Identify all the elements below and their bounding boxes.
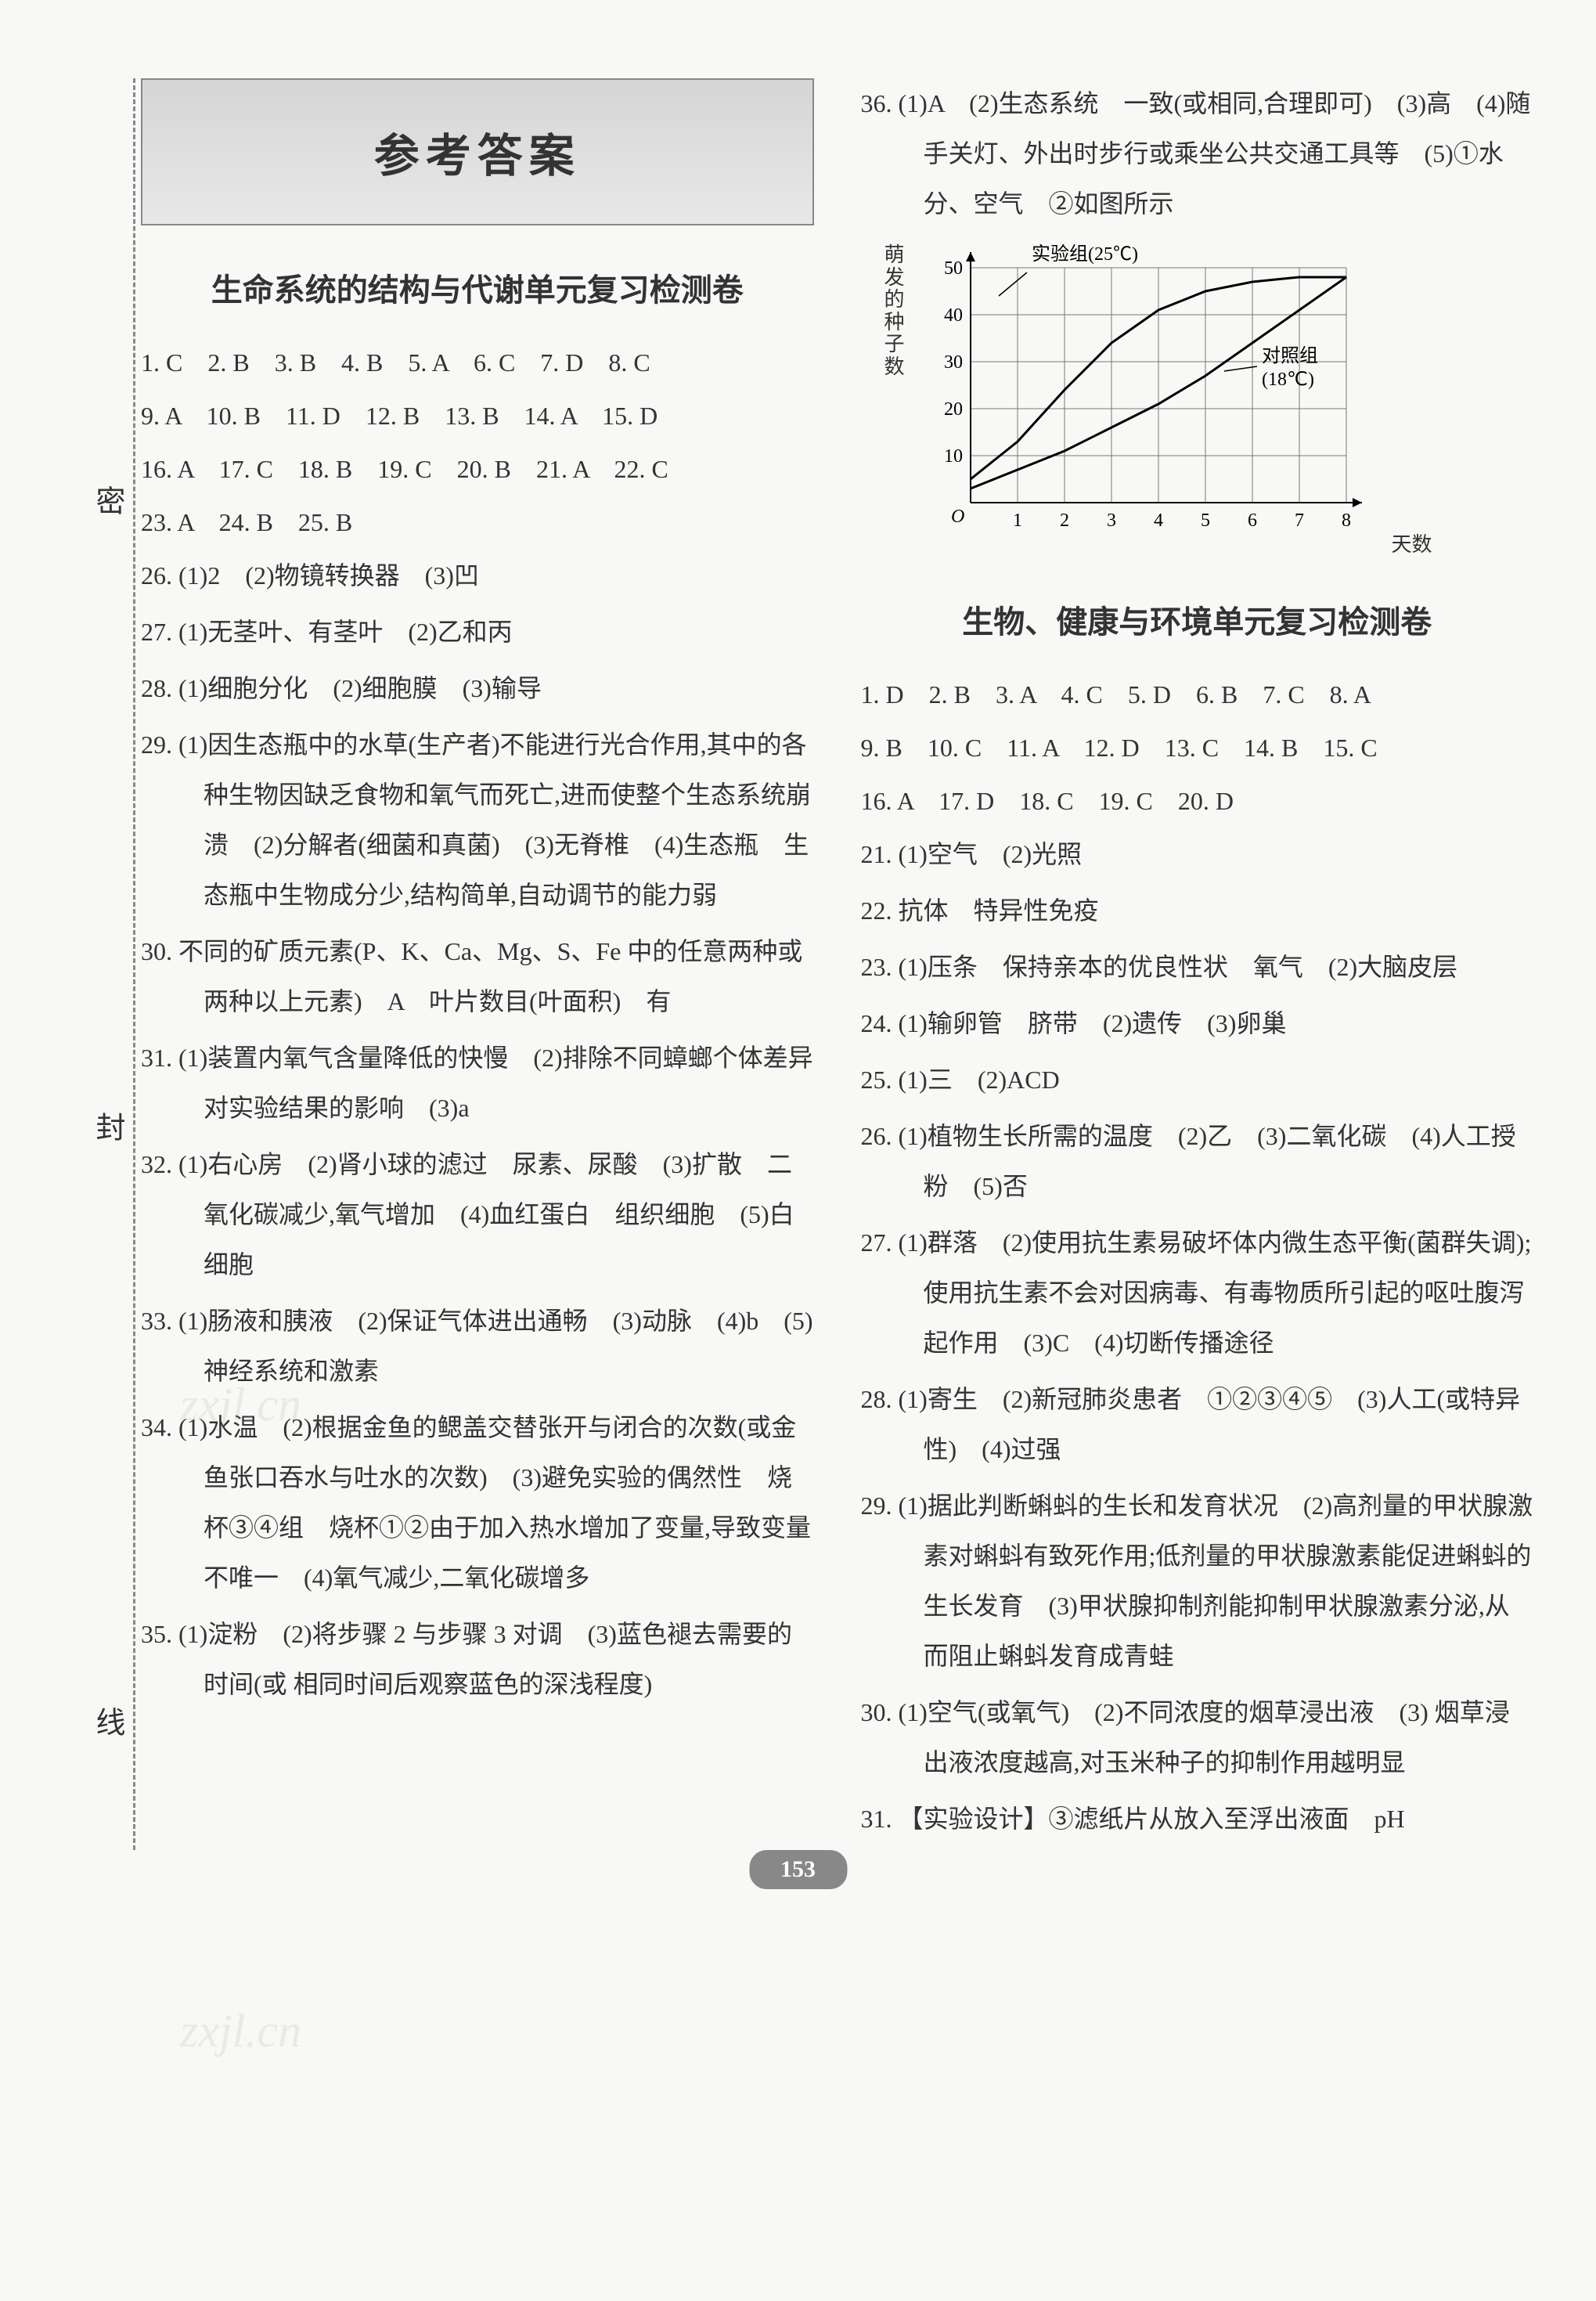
section2-title: 生物、健康与环境单元复习检测卷 xyxy=(861,597,1534,642)
s1-q30: 30. 不同的矿质元素(P、K、Ca、Mg、S、Fe 中的任意两种或两种以上元素… xyxy=(141,926,814,1026)
svg-text:(18℃): (18℃) xyxy=(1262,370,1314,390)
chart-svg: 10 20 30 40 50 1 2 3 4 5 6 7 8 O 实验组(25℃) 对照组 (18℃) xyxy=(931,244,1370,542)
s2-mc-line3: 16. A 17. D 18. C 19. C 20. D xyxy=(861,776,1534,826)
s1-q29: 29. (1)因生态瓶中的水草(生产者)不能进行光合作用,其中的各种生物因缺乏食… xyxy=(141,720,814,920)
s1-q28: 28. (1)细胞分化 (2)细胞膜 (3)输导 xyxy=(141,663,814,713)
svg-text:3: 3 xyxy=(1107,510,1116,531)
s2-q30: 30. (1)空气(或氧气) (2)不同浓度的烟草浸出液 (3) 烟草浸出液浓度… xyxy=(861,1687,1534,1787)
svg-text:20: 20 xyxy=(944,399,963,420)
svg-text:50: 50 xyxy=(944,258,963,279)
watermark-2: zxjl.cn xyxy=(180,2004,301,2058)
svg-text:10: 10 xyxy=(944,446,963,467)
binding-dashed-line xyxy=(133,78,135,1850)
page-number-badge: 153 xyxy=(749,1850,847,1889)
s1-q33: 33. (1)肠液和胰液 (2)保证气体进出通畅 (3)动脉 (4)b (5)神… xyxy=(141,1296,814,1396)
s1-mc-line3: 16. A 17. C 18. B 19. C 20. B 21. A 22. … xyxy=(141,444,814,494)
s1-q32: 32. (1)右心房 (2)肾小球的滤过 尿素、尿酸 (3)扩散 二氧化碳减少,… xyxy=(141,1139,814,1289)
svg-text:对照组: 对照组 xyxy=(1262,345,1318,366)
two-column-layout: 参考答案 生命系统的结构与代谢单元复习检测卷 1. C 2. B 3. B 4.… xyxy=(141,78,1533,1850)
s2-q27: 27. (1)群落 (2)使用抗生素易破坏体内微生态平衡(菌群失调);使用抗生素… xyxy=(861,1217,1534,1368)
svg-text:2: 2 xyxy=(1060,510,1069,531)
main-title-box: 参考答案 xyxy=(141,78,814,225)
chart-y-label: 萌发的种子数 xyxy=(884,244,908,379)
svg-text:8: 8 xyxy=(1342,510,1351,531)
s2-q29: 29. (1)据此判断蝌蚪的生长和发育状况 (2)高剂量的甲状腺激素对蝌蚪有致死… xyxy=(861,1481,1534,1681)
svg-text:40: 40 xyxy=(944,305,963,326)
s1-q35: 35. (1)淀粉 (2)将步骤 2 与步骤 3 对调 (3)蓝色褪去需要的时间… xyxy=(141,1609,814,1709)
right-column: 36. (1)A (2)生态系统 一致(或相同,合理即可) (3)高 (4)随手… xyxy=(861,78,1534,1850)
binding-label-bottom: 线 xyxy=(86,1707,129,1737)
svg-text:6: 6 xyxy=(1248,510,1257,531)
s1-mc-line4: 23. A 24. B 25. B xyxy=(141,497,814,547)
svg-text:4: 4 xyxy=(1154,510,1163,531)
s2-q24: 24. (1)输卵管 脐带 (2)遗传 (3)卵巢 xyxy=(861,998,1534,1048)
chart-x-label: 天数 xyxy=(1391,528,1432,557)
s2-mc-line2: 9. B 10. C 11. A 12. D 13. C 14. B 15. C xyxy=(861,723,1534,773)
s2-q28: 28. (1)寄生 (2)新冠肺炎患者 ①②③④⑤ (3)人工(或特异性) (4… xyxy=(861,1374,1534,1474)
s2-q23: 23. (1)压条 保持亲本的优良性状 氧气 (2)大脑皮层 xyxy=(861,942,1534,992)
s2-q26: 26. (1)植物生长所需的温度 (2)乙 (3)二氧化碳 (4)人工授粉 (5… xyxy=(861,1111,1534,1211)
s2-q25: 25. (1)三 (2)ACD xyxy=(861,1055,1534,1105)
binding-label-top: 密 xyxy=(86,485,129,515)
s1-q26: 26. (1)2 (2)物镜转换器 (3)凹 xyxy=(141,550,814,600)
s1-q34: 34. (1)水温 (2)根据金鱼的鳃盖交替张开与闭合的次数(或金鱼张口吞水与吐… xyxy=(141,1402,814,1603)
s2-q31: 31. 【实验设计】③滤纸片从放入至浮出液面 pH xyxy=(861,1794,1534,1844)
svg-text:5: 5 xyxy=(1201,510,1210,531)
page-container: 密 封 线 参考答案 生命系统的结构与代谢单元复习检测卷 1. C 2. B 3… xyxy=(0,0,1596,1913)
svg-text:7: 7 xyxy=(1295,510,1304,531)
s1-q27: 27. (1)无茎叶、有茎叶 (2)乙和丙 xyxy=(141,607,814,657)
svg-text:1: 1 xyxy=(1013,510,1022,531)
svg-text:实验组(25℃): 实验组(25℃) xyxy=(1032,244,1138,265)
s2-q22: 22. 抗体 特异性免疫 xyxy=(861,885,1534,936)
s1-mc-line1: 1. C 2. B 3. B 4. B 5. A 6. C 7. D 8. C xyxy=(141,337,814,388)
svg-text:O: O xyxy=(951,507,964,527)
s2-q21: 21. (1)空气 (2)光照 xyxy=(861,829,1534,879)
left-column: 参考答案 生命系统的结构与代谢单元复习检测卷 1. C 2. B 3. B 4.… xyxy=(141,78,814,1850)
svg-text:30: 30 xyxy=(944,352,963,373)
s1-mc-line2: 9. A 10. B 11. D 12. B 13. B 14. A 15. D xyxy=(141,391,814,441)
s2-q36: 36. (1)A (2)生态系统 一致(或相同,合理即可) (3)高 (4)随手… xyxy=(861,78,1534,229)
section1-title: 生命系统的结构与代谢单元复习检测卷 xyxy=(141,265,814,310)
s1-q31: 31. (1)装置内氧气含量降低的快慢 (2)排除不同蟑螂个体差异对实验结果的影… xyxy=(141,1033,814,1133)
s2-mc-line1: 1. D 2. B 3. A 4. C 5. D 6. B 7. C 8. A xyxy=(861,669,1534,720)
binding-label-middle: 封 xyxy=(86,1112,129,1141)
main-title: 参考答案 xyxy=(205,119,750,185)
germination-chart: 萌发的种子数 10 20 30 40 50 1 2 3 4 5 6 7 8 O 实验组(25℃) 对照组 (18… xyxy=(884,244,1393,573)
